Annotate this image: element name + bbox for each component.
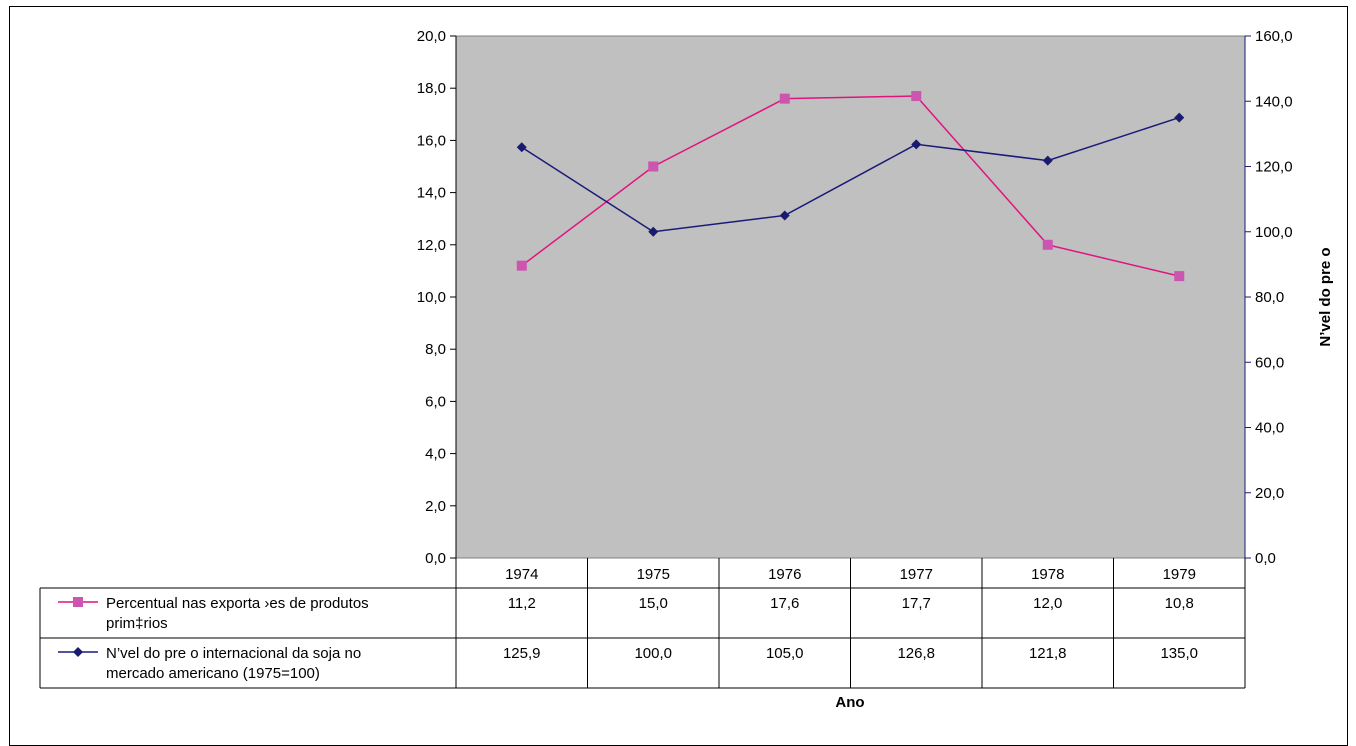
table-cell-value: 12,0 [1033, 595, 1062, 612]
left-tick-label: 16,0 [417, 132, 446, 149]
series-2-point [1174, 112, 1185, 123]
right-tick-label: 20,0 [1255, 485, 1284, 502]
left-tick-label: 4,0 [425, 446, 446, 463]
chart: 0,02,04,06,08,010,012,014,016,018,020,0 … [39, 28, 1334, 711]
table-cell-value: 121,8 [1029, 645, 1067, 662]
right-axis-title: N’vel do pre o [1317, 247, 1334, 346]
right-tick-label: 160,0 [1255, 28, 1293, 45]
series-2-point [911, 139, 922, 150]
x-tick-label: 1976 [768, 566, 801, 583]
table-cell-value: 135,0 [1160, 645, 1198, 662]
right-tick-label: 140,0 [1255, 93, 1293, 110]
series-layer [516, 91, 1185, 282]
legend-key-marker [73, 647, 83, 657]
series-1-point [1042, 239, 1053, 250]
series-2-point [779, 210, 790, 221]
table-cell-value: 15,0 [639, 595, 668, 612]
left-tick-label: 10,0 [417, 289, 446, 306]
left-tick-label: 14,0 [417, 185, 446, 202]
series-line-2 [521, 116, 1180, 233]
table-cell-value: 126,8 [897, 645, 935, 662]
left-tick-label: 8,0 [425, 341, 446, 358]
series-1-point [779, 93, 790, 104]
legend-label: prim‡rios [106, 615, 168, 632]
right-tick-label: 0,0 [1255, 550, 1276, 567]
legend-label: Percentual nas exporta ›es de produtos [106, 595, 369, 612]
left-tick-label: 12,0 [417, 237, 446, 254]
series-2-point [648, 226, 659, 237]
data-table: 1974 1975 1976 1977 1978 1979 Percentual nas e… [39, 558, 1246, 689]
series-1-point [516, 260, 527, 271]
table-cell-value: 11,2 [508, 595, 536, 612]
x-axis-title: Ano [835, 694, 864, 711]
right-axis-ticks: 0,0 20,0 40,0 60,0 80,0 100,0 120,0 140,0 160,0 [1245, 28, 1293, 567]
left-tick-label: 0,0 [425, 550, 446, 567]
table-cell-value: 17,7 [902, 595, 931, 612]
series-1-point [911, 91, 922, 102]
legend-label: N’vel do pre o internacional da soja no [106, 645, 361, 662]
series-1-point [1174, 271, 1185, 282]
x-tick-label: 1974 [505, 566, 538, 583]
table-cell-value: 100,0 [634, 645, 672, 662]
right-tick-label: 60,0 [1255, 354, 1284, 371]
legend-label: mercado americano (1975=100) [106, 665, 320, 682]
left-tick-label: 2,0 [425, 498, 446, 515]
x-tick-label: 1979 [1163, 566, 1196, 583]
left-axis-ticks: 0,0 2,0 4,0 6,0 8,0 10,0 12,0 14,0 16,0 18,0 20,0 [417, 28, 456, 567]
right-tick-label: 80,0 [1255, 289, 1284, 306]
series-2-point [516, 142, 527, 153]
right-tick-label: 120,0 [1255, 159, 1293, 176]
table-cell-value: 105,0 [766, 645, 804, 662]
left-tick-label: 18,0 [417, 80, 446, 97]
x-tick-label: 1975 [637, 566, 670, 583]
table-cell-value: 17,6 [770, 595, 799, 612]
right-tick-label: 40,0 [1255, 420, 1284, 437]
x-tick-label: 1978 [1031, 566, 1064, 583]
series-1-point [648, 161, 659, 172]
right-tick-label: 100,0 [1255, 224, 1293, 241]
table-cell-value: 125,9 [503, 645, 541, 662]
left-tick-label: 20,0 [417, 28, 446, 45]
series-2-point [1042, 155, 1053, 166]
x-tick-label: 1977 [900, 566, 933, 583]
left-tick-label: 6,0 [425, 393, 446, 410]
legend-key-marker [73, 597, 83, 607]
plot-area [455, 35, 1246, 559]
series-line-1 [521, 95, 1180, 277]
table-cell-value: 10,8 [1165, 595, 1194, 612]
